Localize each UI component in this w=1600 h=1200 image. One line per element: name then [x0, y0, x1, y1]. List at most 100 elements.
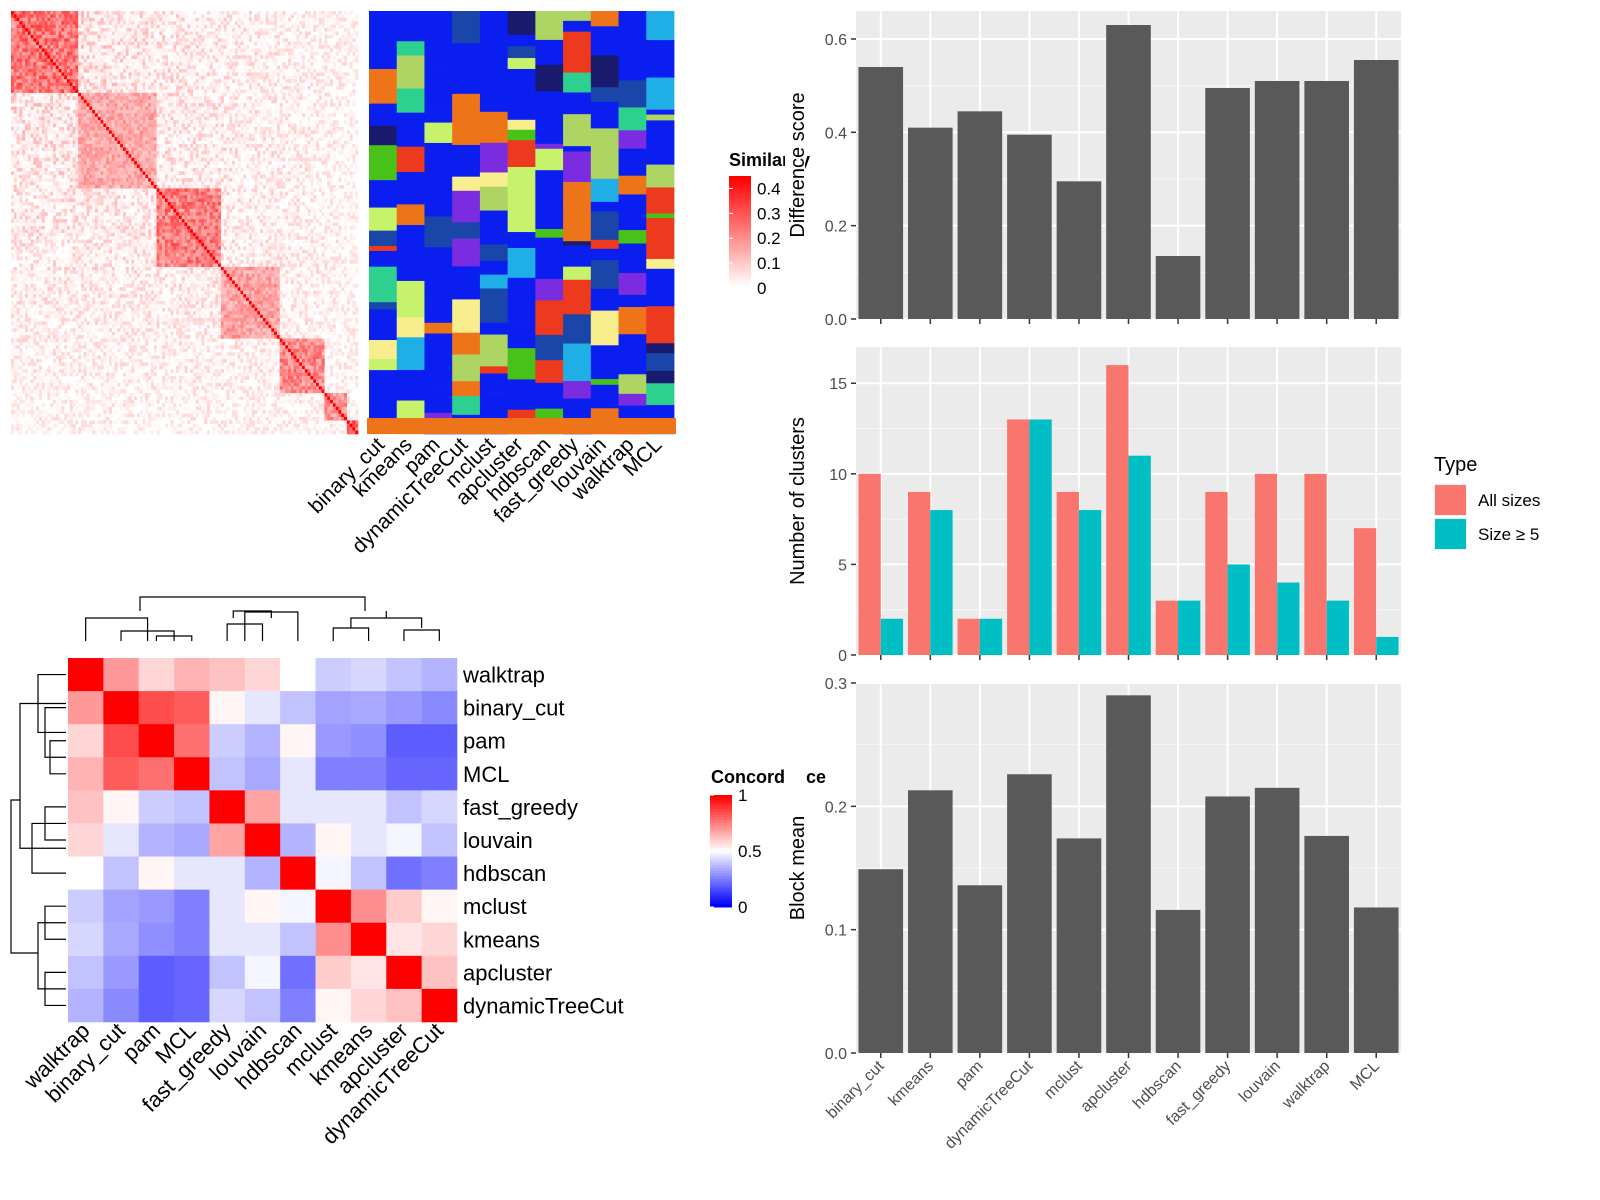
similarity-cell [94, 167, 99, 172]
similarity-cell [97, 140, 101, 145]
similarity-cell [162, 82, 166, 87]
similarity-cell [111, 41, 115, 46]
similarity-cell [106, 123, 110, 128]
similarity-cell [58, 92, 62, 97]
similarity-cell [307, 21, 311, 25]
similarity-cell [338, 48, 342, 53]
similarity-cell [198, 113, 202, 118]
similarity-cell [38, 157, 43, 162]
similarity-cell [260, 140, 264, 145]
similarity-cell [139, 178, 143, 182]
similarity-cell [254, 144, 258, 148]
similarity-cell [13, 89, 17, 94]
similarity-cell [55, 99, 59, 104]
similarity-cell [11, 82, 15, 87]
similarity-cell [97, 58, 101, 63]
similarity-cell [103, 113, 107, 118]
similarity-cell [108, 86, 113, 90]
similarity-cell [103, 174, 107, 179]
similarity-cell [16, 86, 20, 90]
similarity-cell [16, 31, 20, 36]
similarity-cell [44, 188, 48, 193]
similarity-cell [22, 103, 26, 107]
similarity-cell [22, 126, 26, 131]
similarity-cell [139, 89, 143, 94]
similarity-cell [142, 86, 146, 90]
similarity-cell [215, 150, 219, 155]
similarity-cell [153, 21, 157, 25]
similarity-cell [30, 55, 34, 60]
similarity-cell [75, 38, 79, 42]
similarity-cell [327, 113, 331, 118]
similarity-cell [108, 89, 113, 94]
similarity-cell [220, 45, 224, 49]
similarity-cell [341, 126, 345, 131]
similarity-cell [153, 38, 157, 42]
similarity-cell [170, 116, 174, 121]
similarity-cell [55, 140, 59, 145]
similarity-cell [97, 181, 101, 186]
similarity-cell [52, 75, 57, 80]
similarity-cell [136, 157, 141, 162]
similarity-cell [176, 96, 180, 100]
similarity-cell [234, 167, 238, 172]
similarity-cell [162, 106, 166, 111]
similarity-cell [299, 106, 303, 111]
similarity-cell [192, 41, 196, 46]
similarity-cell [139, 82, 143, 87]
similarity-cell [330, 126, 334, 131]
similarity-cell [153, 133, 157, 138]
similarity-cell [170, 195, 174, 199]
similarity-cell [100, 92, 104, 97]
similarity-cell [195, 82, 199, 87]
similarity-cell [19, 144, 23, 148]
similarity-cell [206, 31, 210, 36]
similarity-cell [187, 45, 191, 49]
similarity-cell [223, 21, 227, 25]
similarity-cell [254, 72, 258, 77]
similarity-cell [321, 82, 325, 87]
similarity-cell [260, 48, 264, 53]
similarity-cell [318, 181, 322, 186]
similarity-cell [159, 144, 163, 148]
similarity-cell [184, 89, 188, 94]
similarity-cell [218, 113, 222, 118]
similarity-cell [248, 79, 252, 83]
similarity-cell [234, 34, 238, 39]
similarity-cell [246, 28, 250, 32]
similarity-cell [307, 130, 311, 135]
similarity-cell [136, 55, 141, 60]
similarity-cell [206, 86, 210, 90]
similarity-cell [229, 62, 233, 66]
similarity-cell [50, 126, 54, 131]
similarity-cell [349, 174, 353, 179]
similarity-cell [310, 171, 314, 176]
similarity-cell [321, 65, 325, 70]
similarity-cell [136, 79, 141, 83]
similarity-cell [234, 150, 238, 155]
similarity-cell [355, 120, 359, 124]
similarity-cell [148, 51, 152, 56]
similarity-cell [215, 89, 219, 94]
similarity-cell [251, 103, 255, 107]
similarity-cell [117, 184, 121, 189]
similarity-cell [108, 150, 113, 155]
similarity-cell [52, 103, 57, 107]
similarity-cell [164, 41, 169, 46]
similarity-cell [55, 120, 59, 124]
similarity-cell [234, 96, 238, 100]
similarity-cell [299, 164, 303, 169]
similarity-cell [111, 113, 115, 118]
similarity-cell [223, 41, 227, 46]
similarity-cell [16, 45, 20, 49]
similarity-cell [355, 130, 359, 135]
similarity-cell [327, 75, 331, 80]
similarity-cell [212, 126, 216, 131]
similarity-cell [335, 68, 339, 73]
similarity-cell [318, 24, 322, 29]
similarity-cell [310, 79, 314, 83]
similarity-cell [92, 24, 96, 29]
similarity-cell [192, 65, 196, 70]
similarity-cell [332, 154, 336, 158]
similarity-cell [304, 184, 308, 189]
